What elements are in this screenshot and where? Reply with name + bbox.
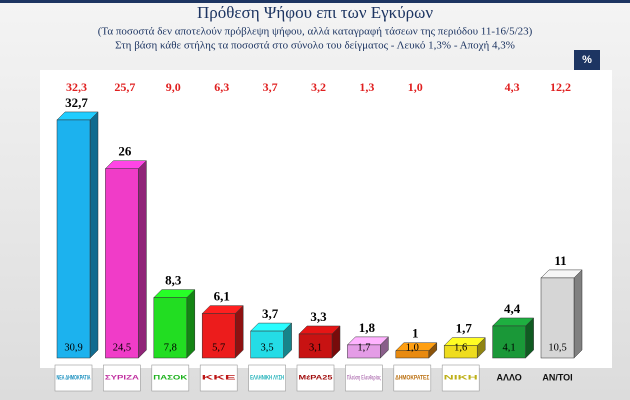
category-label: ΜέΡΑ25 — [299, 376, 334, 382]
party-logo — [199, 364, 238, 392]
base-value-label: 4,1 — [503, 342, 516, 353]
category-label: ΕΛΛΗΝΙΚΗ ΛΥΣΗ — [250, 376, 284, 382]
previous-value-label: 9,0 — [166, 80, 181, 94]
bar-side — [573, 269, 583, 359]
base-value-label: 3,1 — [309, 342, 322, 353]
bar-value-label: 3,7 — [262, 306, 279, 321]
bar-side — [186, 288, 196, 359]
base-value-label: 10,5 — [548, 342, 566, 353]
party-logo — [296, 364, 335, 392]
bar-value-label: 1,8 — [359, 320, 376, 335]
base-value-label: 5,7 — [212, 342, 225, 353]
base-value-label: 1,0 — [406, 342, 419, 353]
bar-value-label: 26 — [118, 144, 132, 159]
previous-value-label: 3,7 — [263, 80, 278, 94]
bar — [250, 330, 284, 359]
base-value-label: 3,5 — [261, 342, 274, 353]
bar — [105, 168, 139, 359]
base-value-label: 30,9 — [64, 342, 82, 353]
bar-value-label: 1 — [412, 326, 419, 341]
chart-title: Πρόθεση Ψήφου επι των Εγκύρων — [197, 3, 433, 22]
category-label: ΝΕΑ ΔΗΜΟΚΡΑΤΙΑ — [57, 376, 91, 382]
bar-value-label: 4,4 — [504, 301, 521, 316]
previous-value-label: 3,2 — [311, 80, 326, 94]
bar — [395, 350, 430, 359]
category-label: ΣΥΡΙΖΑ — [105, 376, 140, 382]
bar — [298, 333, 333, 359]
bar — [153, 297, 188, 359]
category-label: ΚΚΕ — [202, 376, 236, 382]
previous-value-label: 12,2 — [550, 80, 571, 94]
party-logo — [393, 364, 432, 392]
party-logo — [248, 364, 286, 392]
category-label: ΑΝ/ΤΟΙ — [542, 372, 572, 382]
base-value-label: 24,5 — [113, 342, 131, 353]
category-label: ΝΙΚΗ — [444, 376, 478, 382]
party-logo — [345, 364, 383, 392]
previous-value-label: 25,7 — [114, 80, 135, 94]
previous-value-label: 1,0 — [408, 80, 423, 94]
category-label: Πλεύση Ελευθερίας — [347, 376, 381, 382]
category-label: ΠΑΣΟΚ — [153, 376, 188, 382]
party-logo — [441, 364, 480, 392]
bar-value-label: 3,3 — [310, 309, 327, 324]
top-band — [0, 0, 630, 3]
bar-value-label: 1,7 — [456, 321, 473, 336]
bar-value-label: 11 — [554, 253, 566, 268]
bar-value-label: 8,3 — [165, 273, 182, 288]
bar-side — [234, 304, 244, 359]
previous-value-label: 6,3 — [214, 80, 229, 94]
bar — [540, 277, 575, 359]
bar-value-label: 32,7 — [65, 95, 88, 110]
bar — [347, 344, 381, 359]
category-label: ΑΛΛΟ — [496, 372, 521, 382]
base-value-label: 7,8 — [164, 342, 177, 353]
base-value-label: 1,6 — [454, 342, 467, 353]
party-logo — [54, 364, 93, 392]
previous-value-label: 32,3 — [66, 80, 87, 94]
party-logo — [103, 364, 141, 392]
bar-side — [138, 160, 147, 359]
chart-subtitle: Στη βάση κάθε στήλης τα ποσοστά στο σύνο… — [115, 40, 515, 52]
chart-subtitle: (Τα ποσοστά δεν αποτελούν πρόβλεψη ψήφου… — [98, 26, 533, 38]
party-logo — [151, 364, 190, 392]
unit-label: % — [582, 54, 592, 66]
bar — [201, 313, 236, 359]
previous-value-label: 4,3 — [505, 80, 520, 94]
category-label: ΔΗΜΟΚΡΑΤΕΣ — [395, 376, 429, 382]
unit-box — [574, 50, 600, 70]
bar — [492, 325, 526, 359]
bar-value-label: 6,1 — [214, 289, 230, 304]
previous-value-label: 1,3 — [359, 80, 374, 94]
bar — [56, 119, 91, 359]
base-value-label: 1,7 — [357, 342, 370, 353]
bar-side — [89, 111, 99, 359]
bar — [443, 345, 478, 359]
